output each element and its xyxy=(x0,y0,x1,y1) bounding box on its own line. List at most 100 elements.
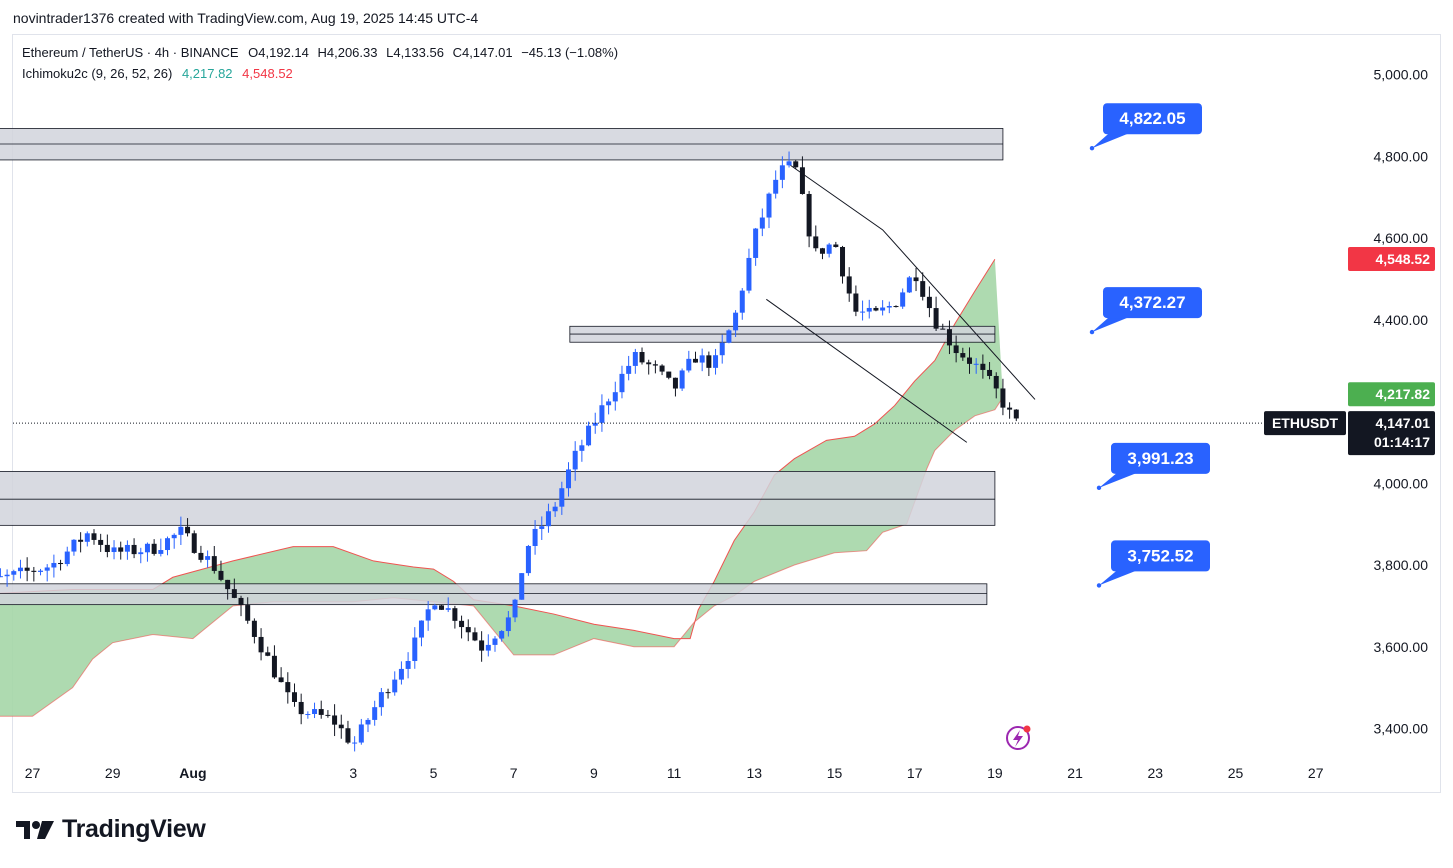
candle-body xyxy=(699,355,705,363)
channel-lower-line xyxy=(766,298,968,443)
candle-103 xyxy=(652,360,658,374)
candle-145 xyxy=(933,296,939,331)
candle-body xyxy=(1013,409,1019,419)
tradingview-logo[interactable]: TradingView xyxy=(16,815,206,844)
candle-body xyxy=(900,292,906,307)
candle-body xyxy=(392,679,398,693)
candle-43 xyxy=(251,618,257,644)
candle-63 xyxy=(385,688,391,699)
candle-body xyxy=(980,363,986,370)
candle-93 xyxy=(586,421,592,447)
candle-44 xyxy=(258,628,264,661)
candle-body xyxy=(231,589,237,598)
x-tick-label: 13 xyxy=(747,765,763,781)
lightning-icon[interactable] xyxy=(1006,725,1031,750)
senkou-span-a xyxy=(0,258,996,640)
candle-body xyxy=(779,165,785,180)
candle-body xyxy=(378,692,384,708)
candle-85 xyxy=(532,520,538,555)
candle-11 xyxy=(38,568,44,576)
candle-body xyxy=(398,668,404,680)
candle-112 xyxy=(713,348,719,375)
candle-38 xyxy=(218,560,224,582)
candle-8 xyxy=(17,559,23,579)
candle-body xyxy=(512,599,518,618)
candle-6 xyxy=(4,569,10,587)
candle-67 xyxy=(412,627,418,669)
candle-body xyxy=(713,355,719,368)
candle-body xyxy=(933,308,939,329)
candle-body xyxy=(138,552,144,555)
candle-body xyxy=(118,547,124,552)
candle-body xyxy=(4,574,10,577)
candle-115 xyxy=(733,310,739,337)
callout-2[interactable]: 4,372.27 xyxy=(1089,287,1202,335)
candle-body xyxy=(880,307,886,311)
candle-body xyxy=(866,307,872,312)
candle-40 xyxy=(231,578,237,599)
candle-151 xyxy=(973,358,979,374)
candle-body xyxy=(332,715,338,725)
candle-body xyxy=(686,358,692,371)
candle-body xyxy=(278,677,284,683)
callout-pointer xyxy=(1092,317,1129,333)
candle-80 xyxy=(499,630,505,642)
x-tick-label: 7 xyxy=(510,765,518,781)
candle-body xyxy=(64,551,70,565)
candle-7 xyxy=(11,569,17,581)
candle-18 xyxy=(84,531,90,547)
candle-body xyxy=(606,401,612,406)
candle-82 xyxy=(512,598,518,623)
callout-box xyxy=(1111,540,1210,572)
y-axis[interactable]: 5,000.00 4,800.00 4,600.00 4,400.00 4,000.00… xyxy=(1374,67,1429,737)
callout-pointer xyxy=(1092,133,1129,149)
candle-body xyxy=(312,709,318,715)
candle-body xyxy=(840,246,846,277)
candle-body xyxy=(987,369,993,376)
candle-61 xyxy=(372,700,378,726)
candle-25 xyxy=(131,538,137,559)
candle-body xyxy=(572,450,578,470)
candle-body xyxy=(385,692,391,694)
candle-body xyxy=(746,257,752,291)
candle-127 xyxy=(813,225,819,252)
candle-13 xyxy=(51,554,57,578)
indicator-badge-1: 4,548.52 xyxy=(1348,247,1435,272)
callout-1[interactable]: 4,822.05 xyxy=(1089,103,1202,151)
candle-108 xyxy=(686,350,692,373)
candle-22 xyxy=(111,540,117,560)
candle-body xyxy=(753,228,759,258)
x-tick-label: 23 xyxy=(1148,765,1164,781)
candle-body xyxy=(913,277,919,282)
candle-body xyxy=(1000,388,1006,408)
candle-body xyxy=(532,528,538,546)
callout-label: 3,991.23 xyxy=(1127,449,1193,468)
candle-20 xyxy=(98,533,104,552)
candle-100 xyxy=(632,348,638,374)
candle-45 xyxy=(265,646,271,657)
x-axis[interactable]: 27 29 Aug 3 5 7 9 11 13 15 17 19 21 23 25 27 xyxy=(25,765,1324,781)
candle-body xyxy=(84,533,90,542)
candle-120 xyxy=(766,192,772,229)
candle-body xyxy=(860,311,866,313)
candle-5 xyxy=(0,568,3,578)
candle-99 xyxy=(626,355,632,381)
candle-body xyxy=(358,724,364,743)
indicator-badge-label: 4,217.82 xyxy=(1376,386,1431,402)
callout-3[interactable]: 3,991.23 xyxy=(1096,442,1210,491)
candle-27 xyxy=(144,542,150,562)
callout-4[interactable]: 3,752.52 xyxy=(1096,540,1210,588)
candle-body xyxy=(960,353,966,358)
candle-33 xyxy=(185,518,191,537)
x-tick-label: 3 xyxy=(349,765,357,781)
candle-body xyxy=(773,179,779,194)
callout-pointer xyxy=(1099,472,1137,488)
candle-84 xyxy=(525,544,531,576)
candle-54 xyxy=(325,710,331,718)
candle-58 xyxy=(352,736,358,752)
x-tick-label: 27 xyxy=(25,765,41,781)
price-zone-3 xyxy=(0,470,996,526)
candle-body xyxy=(539,526,545,529)
candle-68 xyxy=(418,620,424,647)
